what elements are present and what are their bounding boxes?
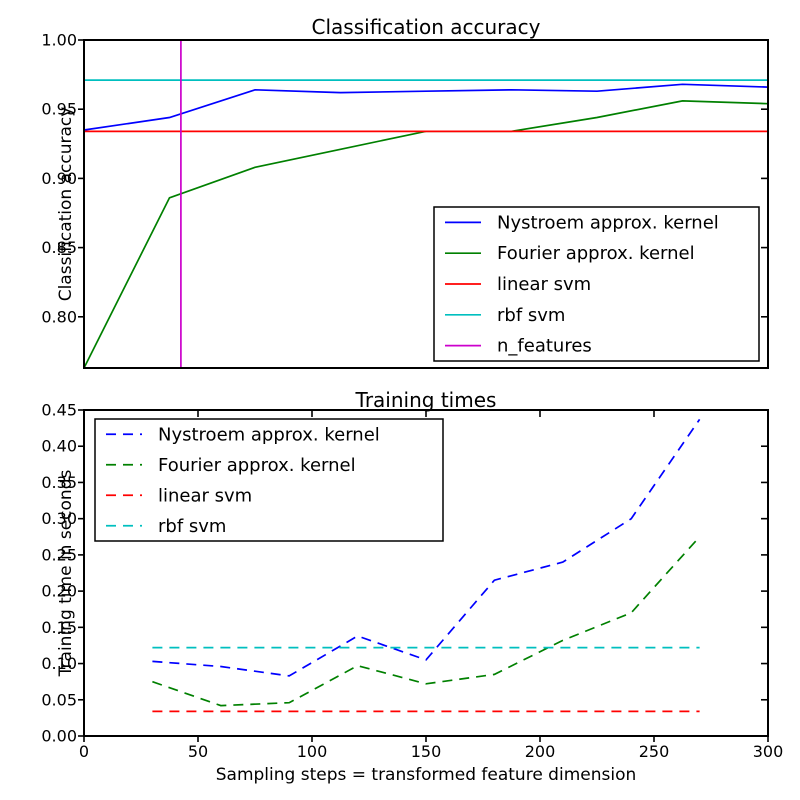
y-tick-label: 0.25 [41,545,77,564]
legend-label-nystroem-approx-kernel: Nystroem approx. kernel [497,212,719,233]
fourier-approx-kernel-time-line [152,536,701,707]
x-tick-label: 200 [525,742,556,761]
y-tick-label: 0.35 [41,473,77,492]
nystroem-approx-kernel-time-line [152,418,701,677]
x-tick-label: 0 [79,742,89,761]
y-tick-label: 0.05 [41,690,77,709]
legend-label-n-features: n_features [497,336,592,357]
y-tick-label: 0.95 [41,100,77,119]
y-tick-label: 0.00 [41,727,77,746]
y-tick-label: 0.40 [41,437,77,456]
legend-box [94,418,444,542]
legend-label-fourier-approx-kernel: Fourier approx. kernel [158,455,356,476]
x-tick-label: 150 [411,742,442,761]
y-tick-label: 0.80 [41,307,77,326]
y-tick-label: 0.10 [41,654,77,673]
y-tick-label: 0.85 [41,238,77,257]
y-tick-label: 0.15 [41,618,77,637]
nystroem-approx-kernel-accuracy-line [83,83,769,131]
y-tick-label: 0.45 [41,401,77,420]
axes-border [83,39,769,369]
legend-box [433,206,760,362]
legend-label-rbf-svm: rbf svm [158,516,226,537]
y-tick-label: 0.90 [41,169,77,188]
x-tick-label: 250 [639,742,670,761]
legend-label-fourier-approx-kernel: Fourier approx. kernel [497,243,695,264]
legend-label-linear-svm: linear svm [497,274,591,295]
y-tick-label: 0.30 [41,509,77,528]
x-tick-label: 300 [753,742,784,761]
accuracy-chart-title: Classification accuracy [311,15,541,39]
x-tick-label: 50 [188,742,208,761]
x-tick-label: 100 [297,742,328,761]
training-times-chart-title: Training times [355,388,497,412]
legend-label-rbf-svm: rbf svm [497,305,565,326]
x-axis-label: Sampling steps = transformed feature dim… [215,765,637,785]
legend-label-linear-svm: linear svm [158,485,252,506]
legend-label-nystroem-approx-kernel: Nystroem approx. kernel [158,424,380,445]
y-tick-label: 1.00 [41,31,77,50]
y-tick-label: 0.20 [41,582,77,601]
